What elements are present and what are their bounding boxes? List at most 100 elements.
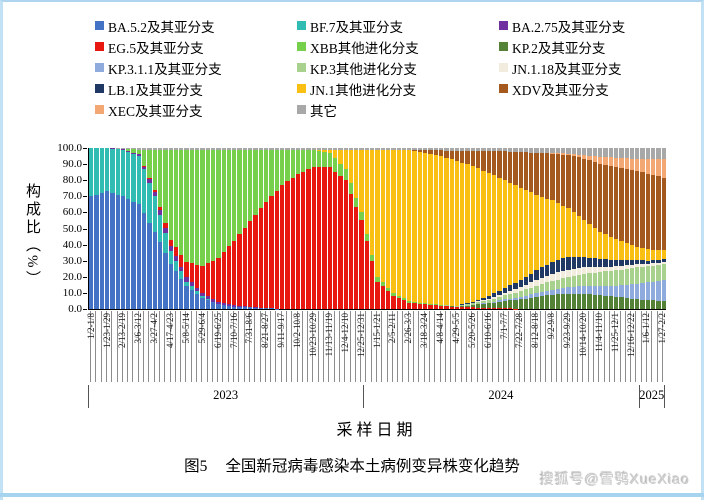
bar-segment [481, 303, 486, 308]
bar-segment [566, 287, 571, 294]
x-tick-line [444, 311, 446, 382]
bar-segment [539, 267, 545, 278]
legend-item: JN.1.18及其亚分支 [499, 57, 625, 78]
bar-segment [322, 148, 327, 151]
bar-segment [417, 302, 423, 304]
bar-segment [470, 302, 476, 304]
bar-segment [200, 148, 205, 150]
bar-segment [476, 307, 481, 309]
bar-segment [147, 222, 152, 309]
stacked-bar [385, 148, 391, 309]
bar-segment [279, 150, 285, 186]
bar-segment [354, 207, 359, 309]
bar-segment [147, 149, 152, 179]
x-tick-label: 1/23-1/29 [101, 313, 112, 348]
bar-segment [576, 215, 582, 257]
bar-segment [226, 303, 232, 306]
bar-segment [534, 152, 539, 195]
bar-segment [195, 149, 200, 265]
x-tick-line [132, 311, 134, 382]
bar-segment [210, 260, 216, 299]
bar-segment [486, 173, 491, 297]
stacked-bar [279, 148, 285, 309]
bar-segment [613, 148, 619, 158]
stacked-bar [560, 148, 566, 309]
bar-segment [290, 148, 295, 151]
y-tick-label: 0.0 [68, 303, 82, 315]
bar-segment [168, 148, 173, 150]
x-tick-line [376, 311, 377, 382]
bar-segment [534, 280, 539, 286]
bar-segment [507, 151, 513, 183]
stacked-bar [608, 148, 613, 309]
x-tick-label: 11/13-11/19 [323, 313, 334, 357]
bar-segment [592, 258, 598, 268]
bar-segment [507, 300, 513, 309]
x-tick-line [338, 311, 340, 382]
legend-swatch [297, 84, 306, 93]
bar-segment [221, 252, 226, 303]
bar-segment [497, 290, 502, 295]
x-tick-line [116, 311, 118, 382]
bar-segment [428, 148, 433, 151]
bar-segment [179, 271, 184, 279]
stacked-bar [152, 148, 157, 309]
bar-segment [290, 150, 295, 178]
bar-segment [370, 148, 375, 151]
bar-segment [322, 152, 327, 168]
bar-segment [89, 148, 94, 197]
stacked-bar [354, 148, 359, 309]
bar-segment [587, 294, 592, 309]
bar-segment [94, 148, 99, 195]
legend-swatch [95, 84, 104, 93]
bar-segment [513, 151, 518, 186]
bar-segment [651, 260, 656, 264]
bar-segment [454, 305, 460, 307]
x-tick-label: 5/20-5/26 [466, 313, 477, 348]
bar-segment [237, 148, 242, 150]
bar-segment [534, 148, 539, 153]
bar-segment [587, 285, 592, 295]
bar-segment [486, 148, 491, 152]
bar-segment [295, 148, 301, 151]
bar-segment [195, 293, 200, 309]
bar-segment [454, 148, 460, 152]
bar-segment [370, 261, 375, 309]
bar-segment [529, 152, 534, 193]
stacked-bar [348, 148, 354, 309]
bar-segment [518, 148, 523, 153]
bar-segment [624, 268, 629, 285]
stacked-bar [396, 148, 401, 309]
bar-segment [555, 279, 560, 289]
bar-segment [428, 150, 433, 154]
y-tick-mark [83, 276, 87, 278]
stacked-bar [120, 148, 126, 309]
bar-segment [152, 148, 157, 150]
x-tick-line [487, 311, 489, 382]
bar-segment [380, 150, 385, 283]
bar-segment [104, 148, 110, 192]
legend-swatch [95, 21, 104, 30]
x-tick-label: 10/2-10/8 [292, 313, 303, 348]
bar-segment [613, 266, 619, 271]
bar-segment [295, 173, 301, 309]
bar-segment [147, 148, 152, 150]
legend-swatch [499, 42, 508, 51]
stacked-bar [258, 148, 263, 309]
bar-segment [104, 191, 110, 309]
stacked-bar [539, 148, 545, 309]
bar-segment [619, 259, 624, 266]
bar-segment [226, 148, 232, 150]
bar-segment [205, 298, 210, 300]
bar-segment [110, 148, 115, 194]
x-tick-label: 2/5-2/11 [387, 313, 398, 344]
bar-segment [492, 148, 497, 152]
x-tick-line [180, 311, 182, 382]
bar-segment [131, 153, 136, 202]
bar-segment [566, 208, 571, 257]
legend-label: LB.1及其亚分支 [108, 82, 203, 98]
bar-segment [348, 183, 354, 194]
bar-segment [598, 156, 603, 165]
x-tick-label: 9/2-9/8 [546, 313, 557, 339]
legend-label: KP.3.1.1及其亚分支 [108, 61, 222, 77]
